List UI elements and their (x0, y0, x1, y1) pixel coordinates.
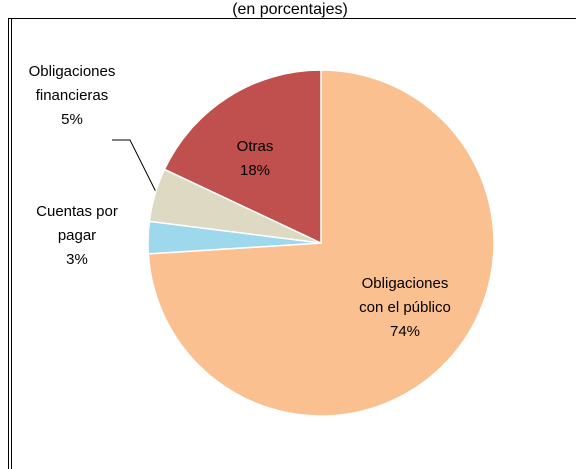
category-name: Obligaciones financieras (28, 63, 116, 104)
slice-label: Cuentas por pagar 3% (22, 200, 132, 272)
value-label: 3% (66, 251, 88, 268)
chart-frame (8, 18, 576, 469)
chart-title: (en porcentajes) (232, 1, 348, 18)
pie-slice (163, 69, 322, 245)
category-name: Obligaciones con el público (359, 275, 451, 316)
category-name: Otras (236, 138, 274, 155)
value-label: 18% (239, 162, 271, 179)
leader-line (112, 139, 157, 193)
category-name: Cuentas por pagar (36, 203, 118, 244)
value-label: 5% (61, 111, 83, 128)
slice-label: Otras 18% (205, 135, 305, 183)
value-label: 74% (389, 323, 421, 340)
slice-label: Obligaciones con el público 74% (350, 272, 460, 344)
slice-label: Obligaciones financieras 5% (22, 60, 122, 132)
